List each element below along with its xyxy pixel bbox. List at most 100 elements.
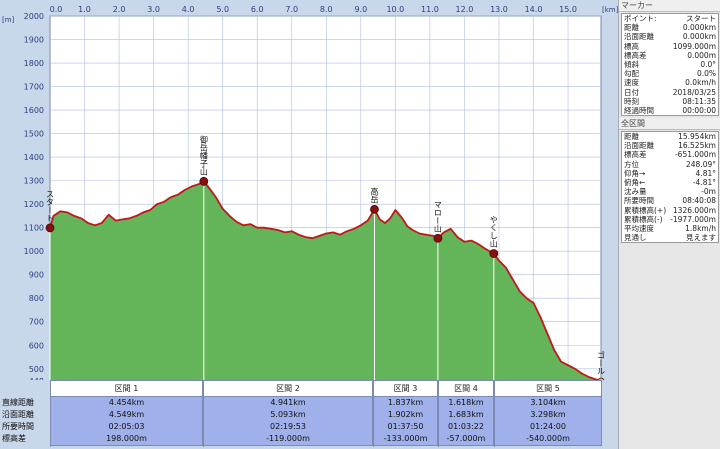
y-tick-label: 1600 [24,106,44,115]
x-axis-ticks: 0.0 1.0 2.0 3.0 4.0 5.0 6.0 7.0 8.0 9.0 10.0 11.0 12… [50,5,577,14]
all-value: 1326.000m [672,205,716,215]
all-row: 沈み量 -0m [622,187,718,196]
all-row: 累積標高(-) -1977.000m [622,215,718,224]
peak-label: マロー山 [433,200,442,233]
peak-marker[interactable] [489,249,499,258]
section-1-label: 区間 1 [51,380,203,397]
row-label-straight-distance: 直線距離 [2,398,34,407]
section-5-duration: 01:24:00 [530,422,566,431]
peak-marker[interactable] [370,204,379,214]
section-2-duration: 02:19:53 [270,422,306,431]
x-tick-label: 1.0 [78,5,91,14]
marker-key: 経過時間 [624,105,654,115]
all-value: -1977.000m [670,214,716,224]
marker-key: 傾斜 [624,59,639,69]
all-value: 15.954km [678,132,716,142]
section-5-label: 区間 5 [495,380,602,397]
all-row: 仰角→ 4.81° [622,169,718,178]
section-4-straight: 1.618km [448,398,484,407]
peak-label: 御岳幡子山 [199,134,208,176]
elevation-profile-chart[interactable]: 2000 1900 1800 1700 1600 1500 1400 1300 1200 1100… [0,0,618,380]
y-tick-label: 800 [29,294,44,303]
section-4[interactable]: 区間 4 1.618km 1.683km 01:03:22 -57.000m [438,380,494,447]
marker-value: スタート [686,14,716,23]
section-3-label: 区間 3 [374,380,438,397]
peak-marker[interactable] [597,377,605,380]
marker-key: 日付 [624,87,639,97]
section-4-elev: -57.000m [446,434,486,443]
all-row: 距離 15.954km [622,132,718,141]
marker-value: 0.0km/h [685,78,716,88]
peak-marker[interactable] [45,223,55,233]
elevation-line [49,180,601,380]
y-tick-label: 1400 [24,153,44,162]
all-key: 距離 [624,132,639,142]
peak-label: 高岳 [370,186,379,204]
all-value: 見えます [686,233,716,243]
y-tick-label: 2000 [24,12,44,21]
section-2[interactable]: 区間 2 4.941km 5.093km 02:19:53 -119.000m [203,380,373,447]
marker-value: 0.000km [682,32,716,42]
marker-row: 傾斜 0.0° [622,60,718,69]
section-2-label: 区間 2 [204,380,373,397]
section-3-elev: -133.000m [383,434,428,443]
marker-key: 沿面距離 [624,32,654,42]
y-tick-label: 1100 [24,224,44,233]
y-tick-label: 1900 [24,36,44,45]
row-label-surface-distance: 沿面距離 [2,410,34,419]
all-key: 累積標高(+) [624,205,667,215]
peak-marker[interactable] [199,176,209,186]
x-tick-label: 14.0 [525,5,543,14]
all-key: 標高差 [624,150,647,160]
peak-marker[interactable] [433,233,443,243]
marker-value: 0.000m [687,50,716,60]
section-1-duration: 02:05:03 [108,422,145,431]
y-tick-label: 1300 [24,177,44,186]
marker-key: 勾配 [624,69,639,79]
y-axis-ticks: 2000 1900 1800 1700 1600 1500 1400 1300 1200 1100… [24,12,44,380]
all-section-panel-title: 全区間 [619,118,720,131]
x-tick-label: 10.0 [386,5,404,14]
section-2-surface: 5.093km [270,410,306,419]
section-1-straight: 4.454km [108,398,145,407]
section-1-elev: 198.000m [106,434,147,443]
section-3-surface: 1.902km [387,410,424,419]
all-key: 累積標高(-) [624,214,663,224]
all-key: 俯角← [624,178,646,187]
y-tick-label: 448 [29,377,44,380]
marker-key: 距離 [624,23,639,33]
section-3-straight: 1.837km [387,398,424,407]
x-tick-label: 8.0 [320,5,333,14]
marker-value: 00:00:00 [682,105,716,115]
all-row: 沿面距離 16.525km [622,141,718,150]
y-tick-label: 500 [29,365,44,374]
section-5-surface: 3.298km [530,410,566,419]
marker-info-box: ポイント: スタート 距離 0.000km 沿面距離 0.000km 標高 1099.000m… [621,13,719,117]
marker-row: 時刻 08:11:35 [622,97,718,106]
marker-key: 速度 [624,78,639,88]
section-5[interactable]: 区間 5 3.104km 3.298km 01:24:00 -540.000m [494,380,602,447]
section-3[interactable]: 区間 3 1.837km 1.902km 01:37:50 -133.000m [373,380,438,447]
y-tick-label: 1200 [24,200,44,209]
x-axis-unit: [km] [602,6,618,14]
marker-value: 0.0% [696,69,716,79]
marker-value: 2018/03/25 [672,87,716,97]
section-1-surface: 4.549km [108,410,145,419]
marker-value: 0.000km [682,23,716,33]
section-1[interactable]: 区間 1 4.454km 4.549km 02:05:03 198.000m [50,380,203,447]
all-value: -0m [701,187,716,197]
all-row: 見通し 見えます [622,233,718,242]
marker-value: 1099.000m [672,41,716,51]
y-axis-unit: [m] [2,16,15,24]
profile-series [49,180,601,380]
marker-row: 日付 2018/03/25 [622,88,718,97]
x-tick-label: 13.0 [490,5,508,14]
all-key: 仰角→ [624,168,646,178]
marker-row: 標高差 0.000m [622,51,718,60]
elevation-area [50,181,598,380]
marker-key: ポイント: [624,14,657,23]
y-tick-label: 1700 [24,83,44,92]
x-tick-label: 2.0 [113,5,126,14]
all-value: 1.8km/h [685,223,716,233]
